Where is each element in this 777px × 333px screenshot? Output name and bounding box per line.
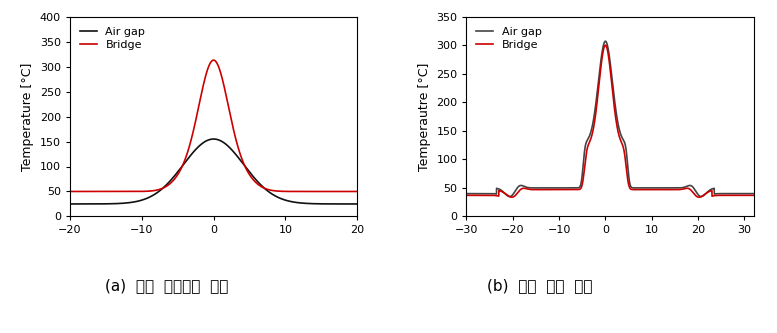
Y-axis label: Temperature [°C]: Temperature [°C] <box>21 62 34 171</box>
Legend: Air gap, Bridge: Air gap, Bridge <box>472 22 546 54</box>
Air gap <box>80 202 89 206</box>
Bridge <box>344 189 354 193</box>
Air gap <box>584 135 594 139</box>
Text: (a)  동일  소비전력  비교: (a) 동일 소비전력 비교 <box>106 278 228 293</box>
Air gap <box>197 142 207 146</box>
Bridge <box>197 89 207 93</box>
Air gap <box>572 186 581 190</box>
Air gap <box>344 202 354 206</box>
Line: Bridge: Bridge <box>466 45 754 197</box>
Air gap <box>713 192 722 196</box>
Air gap <box>744 191 753 195</box>
Bridge <box>749 193 758 197</box>
Bridge <box>205 62 214 66</box>
Air gap <box>462 191 471 195</box>
Text: (b)  동일  온도  비교: (b) 동일 온도 비교 <box>487 278 593 293</box>
Air gap <box>344 202 354 206</box>
Bridge <box>65 189 75 193</box>
Air gap <box>494 187 503 191</box>
Bridge <box>291 189 301 193</box>
Air gap <box>749 191 758 195</box>
Air gap <box>205 138 214 142</box>
Line: Air gap: Air gap <box>70 139 357 204</box>
Bridge <box>209 58 218 62</box>
Bridge <box>507 195 517 199</box>
Bridge <box>80 189 89 193</box>
Line: Air gap: Air gap <box>466 41 754 196</box>
Air gap <box>505 194 514 198</box>
Bridge <box>713 193 722 197</box>
Bridge <box>601 43 610 47</box>
Line: Bridge: Bridge <box>70 60 357 191</box>
Legend: Air gap, Bridge: Air gap, Bridge <box>75 22 150 54</box>
Bridge <box>353 189 362 193</box>
Air gap <box>209 137 218 141</box>
Bridge <box>494 188 503 192</box>
Bridge <box>344 189 354 193</box>
Air gap <box>353 202 362 206</box>
Air gap <box>291 200 301 204</box>
Bridge <box>511 192 521 196</box>
Bridge <box>744 193 753 197</box>
Bridge <box>584 141 594 145</box>
Bridge <box>462 193 471 197</box>
Air gap <box>511 187 521 191</box>
Y-axis label: Temperautre [°C]: Temperautre [°C] <box>418 62 430 171</box>
Air gap <box>601 39 610 43</box>
Air gap <box>65 202 75 206</box>
Bridge <box>572 187 581 191</box>
